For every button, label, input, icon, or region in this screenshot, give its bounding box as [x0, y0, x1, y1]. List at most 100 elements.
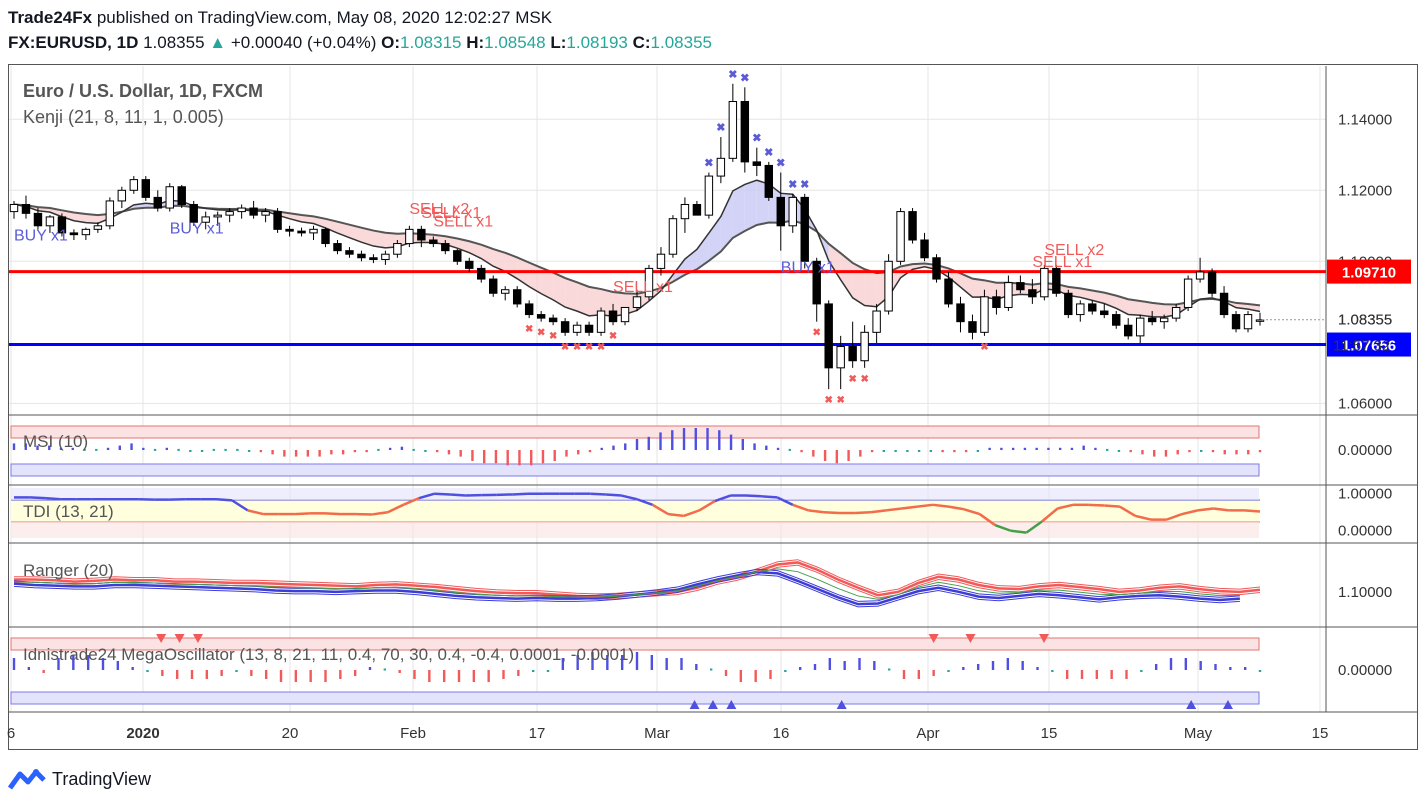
sell-marker-icon: ✖: [549, 331, 557, 342]
tdi-line-segment: [792, 503, 809, 512]
sell-marker-icon: ✖: [813, 328, 821, 339]
tdi-line-segment: [325, 512, 342, 516]
sell-marker-icon: ✖: [525, 324, 533, 335]
megaosc-bar: [591, 652, 594, 670]
ma-cloud-segment: [325, 218, 338, 234]
tdi-line-segment: [1041, 507, 1059, 523]
sell-triangle-icon: [965, 634, 976, 643]
up-candle: [1183, 278, 1193, 308]
up-candle: [1135, 317, 1145, 337]
down-candle: [536, 314, 546, 319]
tdi-line-segment: [387, 503, 404, 514]
msi-bar: [306, 450, 310, 457]
ma-cloud-segment: [73, 212, 86, 223]
sell-marker-icon: ✖: [597, 342, 605, 353]
up-candle: [405, 228, 414, 245]
msi-bar: [941, 450, 944, 453]
buy-triangle-icon: [689, 700, 700, 709]
sell-triangle-icon: [1039, 634, 1050, 643]
msi-bar: [83, 448, 86, 451]
tdi-line-segment: [745, 494, 762, 498]
tdi-line-segment: [1088, 503, 1105, 507]
published-text: published on TradingView.com, May 08, 20…: [96, 8, 553, 27]
footer-brand[interactable]: TradingView: [8, 768, 151, 790]
megaosc-bar: [264, 670, 268, 679]
down-candle: [524, 303, 534, 316]
x-tick-label: Apr: [916, 725, 939, 742]
megaosc-bar: [72, 655, 75, 670]
tdi-line-segment: [45, 496, 61, 501]
megaosc-bar: [576, 655, 579, 670]
msi-bar: [1258, 450, 1262, 453]
down-candle: [956, 303, 965, 323]
tdi-line-segment: [1025, 520, 1043, 534]
megaosc-bar: [205, 670, 209, 679]
megaosc-bar: [42, 670, 45, 673]
chart-frame[interactable]: [8, 64, 1418, 750]
down-candle: [824, 303, 833, 369]
msi-bar: [377, 448, 380, 451]
ma-cloud-segment: [1140, 300, 1153, 317]
ma-cloud-segment: [744, 180, 757, 231]
msi-y-tick: 0.00000: [1338, 442, 1392, 459]
down-candle: [21, 203, 31, 214]
megaosc-bar: [887, 668, 891, 671]
megaosc-bar: [1154, 664, 1158, 670]
ranger-title: Ranger (20): [23, 561, 114, 580]
msi-bar: [494, 450, 498, 464]
msi-bar: [412, 448, 415, 451]
open-value: 1.08315: [400, 33, 462, 52]
tdi-line-segment: [870, 509, 887, 514]
megaosc-bar: [991, 661, 995, 670]
msi-bar: [1000, 447, 1003, 450]
down-candle: [608, 310, 618, 323]
megaosc-bar: [798, 667, 802, 670]
x-tick-label: 2020: [126, 725, 159, 742]
down-candle: [321, 228, 330, 245]
megaosc-bar: [976, 664, 980, 670]
sell-marker-icon: ✖: [573, 342, 581, 353]
ma-cloud-segment: [852, 262, 865, 306]
msi-bar: [400, 446, 404, 450]
megaosc-bar: [1110, 670, 1113, 679]
tdi-line-segment: [512, 492, 529, 496]
megaosc-bar: [502, 670, 505, 679]
msi-bar: [1141, 450, 1144, 455]
megaosc-bar: [190, 670, 194, 679]
down-candle: [1219, 292, 1229, 316]
up-candle: [596, 310, 606, 333]
msi-bar: [48, 445, 51, 450]
buy-marker-icon: ✖: [776, 158, 785, 170]
up-candle: [620, 306, 630, 323]
sell-marker-icon: ✖: [609, 331, 617, 342]
sell-signal-label: SELL x1: [1032, 254, 1092, 271]
megaosc-bar: [873, 661, 876, 670]
megaoscillator-title: Idnistrade24 MegaOscillator (13, 8, 21, …: [23, 645, 634, 664]
msi-bar: [518, 450, 521, 466]
down-candle: [369, 257, 378, 261]
tdi-line-segment: [761, 495, 778, 499]
up-candle: [81, 228, 91, 236]
tdi-y-tick: 0.00000: [1338, 523, 1392, 540]
ma-cloud-segment: [553, 272, 566, 308]
msi-bar: [294, 450, 298, 457]
buy-marker-icon: ✖: [764, 147, 773, 159]
msi-bar: [706, 428, 709, 450]
megaosc-bar: [428, 670, 431, 682]
ma-cloud-segment: [684, 249, 697, 275]
msi-bar: [482, 450, 486, 464]
msi-bar: [1023, 447, 1027, 450]
megaosc-bar: [116, 661, 120, 670]
up-candle: [381, 253, 390, 261]
msi-bar: [565, 450, 568, 457]
msi-bar: [471, 450, 474, 461]
up-candle: [393, 243, 402, 255]
msi-bar: [647, 436, 650, 450]
msi-bar: [882, 450, 886, 452]
ma-cloud-segment: [960, 273, 973, 298]
msi-bar: [729, 434, 733, 450]
ranger-mid-line: [13, 568, 1240, 600]
tdi-line-segment: [776, 496, 794, 506]
msi-bar: [283, 450, 286, 457]
